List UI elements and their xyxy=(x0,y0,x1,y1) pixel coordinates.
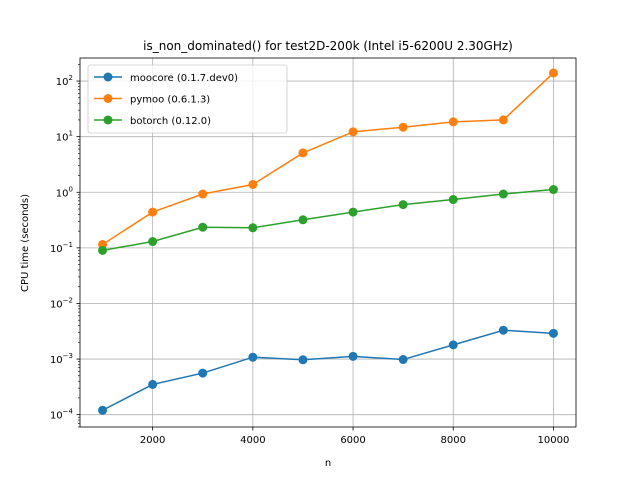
legend-label: moocore (0.1.7.dev0) xyxy=(130,73,238,84)
data-point xyxy=(348,351,358,361)
data-point xyxy=(348,127,358,137)
data-point xyxy=(248,352,258,362)
data-point xyxy=(298,148,308,158)
y-tick-label: 10−4 xyxy=(50,408,74,422)
plot-frame xyxy=(79,57,577,428)
data-point xyxy=(148,237,158,247)
data-point xyxy=(198,222,208,232)
y-tick-label: 100 xyxy=(56,185,73,199)
data-point xyxy=(548,68,558,78)
x-tick-label: 8000 xyxy=(441,435,466,446)
legend-box xyxy=(87,64,288,134)
data-point xyxy=(298,355,308,365)
legend: moocore (0.1.7.dev0) pymoo (0.6.1.3) botor… xyxy=(87,64,288,134)
y-axis-label: CPU time (seconds) xyxy=(20,194,31,292)
data-point xyxy=(98,245,108,255)
legend-label: pymoo (0.6.1.3) xyxy=(130,95,210,106)
data-point xyxy=(98,405,108,415)
x-tick-label: 4000 xyxy=(240,435,265,446)
data-point xyxy=(448,340,458,350)
x-tick-label: 2000 xyxy=(140,435,165,446)
data-point xyxy=(498,325,508,335)
data-point xyxy=(398,122,408,132)
y-tick-label: 10−1 xyxy=(50,241,73,255)
data-point xyxy=(298,215,308,225)
x-axis-label: n xyxy=(325,458,331,469)
data-point xyxy=(198,368,208,378)
x-tick-label: 6000 xyxy=(340,435,365,446)
legend-marker xyxy=(103,94,113,103)
series-layer xyxy=(98,68,558,415)
data-point xyxy=(548,328,558,338)
data-point xyxy=(548,185,558,195)
series-line xyxy=(102,72,554,246)
data-point xyxy=(198,189,208,199)
y-tick-label: 101 xyxy=(56,130,73,144)
data-point xyxy=(248,179,258,189)
data-point xyxy=(398,200,408,210)
series-line xyxy=(102,329,554,411)
grid xyxy=(80,58,576,427)
data-point xyxy=(148,379,158,389)
y-tick-label: 102 xyxy=(56,74,73,88)
legend-marker xyxy=(103,115,113,125)
legend-marker xyxy=(103,72,113,82)
data-point xyxy=(448,117,458,127)
series-2 xyxy=(98,185,558,255)
series-line xyxy=(102,188,554,252)
chart-title: is_non_dominated() for test2D-200k (Inte… xyxy=(143,39,513,53)
series-0 xyxy=(98,325,558,415)
data-point xyxy=(248,223,258,233)
series-1 xyxy=(98,68,558,249)
legend-label: botorch (0.12.0) xyxy=(130,116,211,127)
y-tick-label: 10−2 xyxy=(50,296,73,310)
data-point xyxy=(348,207,358,217)
data-point xyxy=(148,207,158,217)
ticks: 2000 4000 6000 8000 10000 10−4 10−3 10−2 10−1 100… xyxy=(50,64,569,446)
y-tick-label: 10−3 xyxy=(50,352,73,366)
data-point xyxy=(398,355,408,365)
x-tick-label: 10000 xyxy=(538,435,570,446)
data-point xyxy=(448,195,458,205)
data-point xyxy=(498,115,508,125)
data-point xyxy=(498,189,508,199)
